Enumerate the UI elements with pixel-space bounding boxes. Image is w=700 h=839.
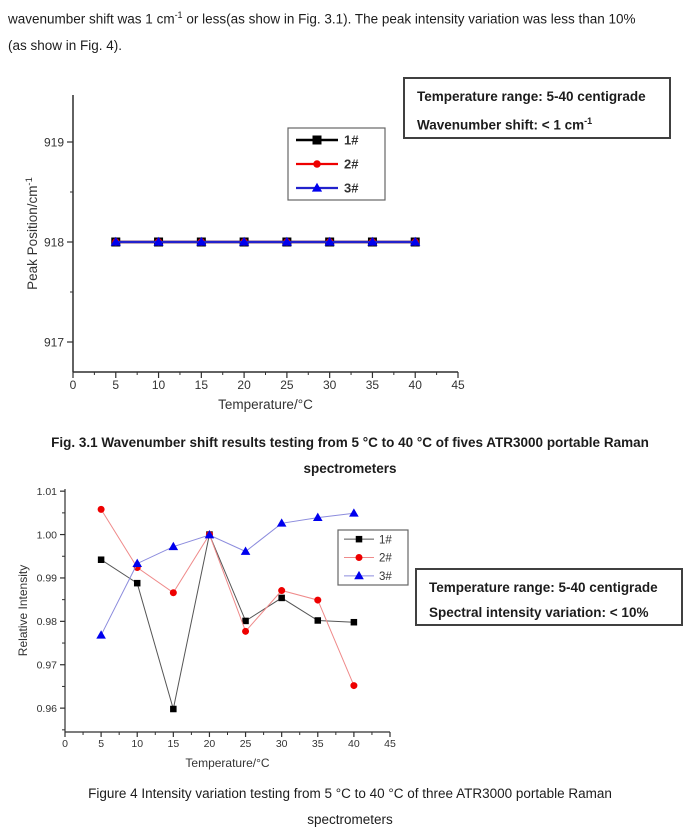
svg-text:Relative Intensity: Relative Intensity xyxy=(16,565,30,656)
svg-text:Temperature/°C: Temperature/°C xyxy=(218,397,313,412)
svg-text:20: 20 xyxy=(204,738,216,750)
svg-text:2#: 2# xyxy=(344,157,359,172)
note-line: Wavenumber shift: < 1 cm-1 xyxy=(417,109,657,138)
svg-text:0.98: 0.98 xyxy=(37,616,58,628)
wavenumber-note-box: Temperature range: 5-40 centigrade Waven… xyxy=(403,77,671,139)
svg-text:0.97: 0.97 xyxy=(37,660,58,672)
svg-text:30: 30 xyxy=(323,378,337,392)
fig-3-1-caption: Fig. 3.1 Wavenumber shift results testin… xyxy=(0,430,700,482)
intensity-variation-chart: 0 5 10 15 20 25 30 35 40 45 0.96 0.97 0.98 0.99 1.00 1.… xyxy=(16,486,409,770)
svg-text:0.96: 0.96 xyxy=(37,703,58,715)
svg-text:0: 0 xyxy=(70,378,77,392)
svg-text:40: 40 xyxy=(348,738,360,750)
svg-text:35: 35 xyxy=(312,738,324,750)
svg-text:0: 0 xyxy=(62,738,68,750)
caption-line: Figure 4 Intensity variation testing fro… xyxy=(88,786,612,801)
svg-text:5: 5 xyxy=(98,738,104,750)
svg-text:Temperature/°C: Temperature/°C xyxy=(185,756,269,770)
svg-text:10: 10 xyxy=(152,378,166,392)
svg-text:25: 25 xyxy=(280,378,294,392)
svg-text:2#: 2# xyxy=(379,553,392,565)
svg-text:30: 30 xyxy=(276,738,288,750)
svg-text:45: 45 xyxy=(451,378,465,392)
superscript-exponent: -1 xyxy=(584,116,593,126)
body-text: wavenumber shift was 1 cm-1 or less(as s… xyxy=(8,2,696,59)
superscript-exponent: -1 xyxy=(174,10,183,20)
note-line: Temperature range: 5-40 centigrade xyxy=(429,580,658,595)
svg-text:917: 917 xyxy=(44,335,64,349)
note-text-segment: Wavenumber shift: < 1 cm xyxy=(417,117,585,133)
intensity-note-box: Temperature range: 5-40 centigrade Spect… xyxy=(415,568,683,626)
svg-text:1#: 1# xyxy=(344,133,359,148)
svg-text:Peak Position/cm-1: Peak Position/cm-1 xyxy=(24,177,40,290)
body-text-segment: or less(as show in Fig. 3.1). The peak i… xyxy=(182,11,636,27)
svg-text:15: 15 xyxy=(195,378,209,392)
svg-text:40: 40 xyxy=(409,378,423,392)
svg-text:1#: 1# xyxy=(379,534,392,546)
caption-line: spectrometers xyxy=(303,461,397,476)
svg-text:1.00: 1.00 xyxy=(37,529,58,541)
svg-text:25: 25 xyxy=(240,738,252,750)
body-text-segment: (as show in Fig. 4). xyxy=(8,37,123,53)
svg-text:5: 5 xyxy=(112,378,119,392)
caption-line: spectrometers xyxy=(307,812,393,827)
svg-text:10: 10 xyxy=(131,738,143,750)
svg-text:1.01: 1.01 xyxy=(37,486,58,498)
svg-text:35: 35 xyxy=(366,378,380,392)
figure-4-caption: Figure 4 Intensity variation testing fro… xyxy=(0,781,700,833)
caption-line: Fig. 3.1 Wavenumber shift results testin… xyxy=(51,435,649,450)
svg-text:45: 45 xyxy=(384,738,396,750)
svg-text:15: 15 xyxy=(167,738,179,750)
wavenumber-shift-chart: 0 5 10 15 20 25 30 35 40 45 917 918 919 Temperature/°… xyxy=(24,95,465,412)
svg-text:919: 919 xyxy=(44,135,64,149)
svg-text:3#: 3# xyxy=(379,571,392,583)
body-text-segment: wavenumber shift was 1 cm xyxy=(8,11,175,27)
svg-text:0.99: 0.99 xyxy=(37,573,58,585)
note-line: Spectral intensity variation: < 10% xyxy=(429,605,649,620)
note-line: Temperature range: 5-40 centigrade xyxy=(417,89,646,104)
svg-text:3#: 3# xyxy=(344,181,359,196)
svg-text:20: 20 xyxy=(237,378,251,392)
svg-text:918: 918 xyxy=(44,235,64,249)
